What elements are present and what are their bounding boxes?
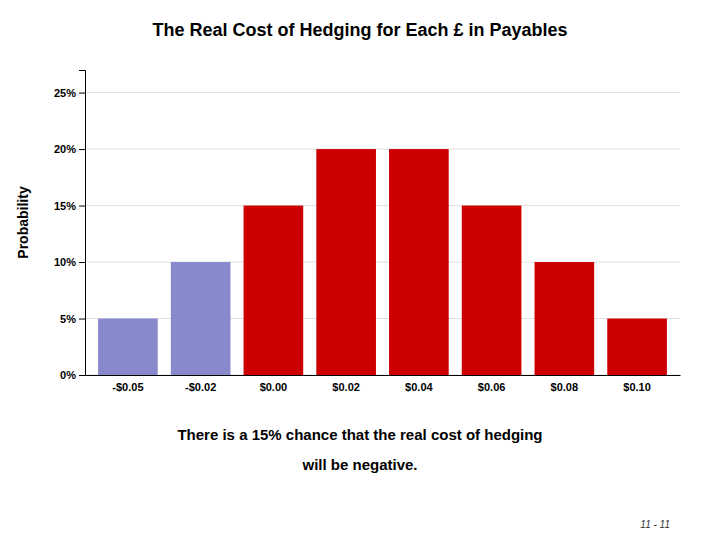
bar <box>535 262 595 375</box>
x-axis: -$0.05 -$0.02 $0.00 $0.02 $0.04 $0.06 $0.08 $0.… <box>86 376 681 393</box>
y-axis-line <box>79 71 86 376</box>
x-tick-label: $0.02 <box>332 381 360 393</box>
x-tick-label: $0.08 <box>551 381 579 393</box>
title: The Real Cost of Hedging for Each £ in P… <box>152 20 567 40</box>
y-tick-label: 25% <box>54 87 76 99</box>
x-tick: $0.04 <box>405 381 433 393</box>
y-tick-mark <box>79 206 85 207</box>
grid-line <box>85 149 680 150</box>
plot: 0% 5% 10% 15% 20% 25% -$0.05 -$0.02 $0.00 $0.02 $0… <box>54 71 681 393</box>
y-tick-label: 0% <box>60 369 76 381</box>
x-tick: -$0.02 <box>185 381 216 393</box>
y-tick-label: 10% <box>54 256 76 268</box>
y-tick: 25% <box>54 87 85 99</box>
bar <box>389 149 449 375</box>
x-tick-label: $0.10 <box>623 381 651 393</box>
bar <box>607 319 667 375</box>
x-tick-label: $0.04 <box>405 381 433 393</box>
bar <box>316 149 376 375</box>
x-tick-label: $0.00 <box>260 381 288 393</box>
x-tick: -$0.05 <box>112 381 143 393</box>
footnote: 11 - 11 <box>640 519 670 530</box>
bar <box>244 206 304 375</box>
x-tick: $0.02 <box>332 381 360 393</box>
y-tick-label: 5% <box>60 313 76 325</box>
x-tick-label: -$0.05 <box>112 381 143 393</box>
bars <box>98 149 667 375</box>
x-tick: $0.06 <box>478 381 506 393</box>
grid <box>85 93 680 375</box>
x-axis-line <box>86 375 681 376</box>
y-axis-title: Probability <box>15 186 31 259</box>
y-tick-mark <box>79 149 85 150</box>
x-tick: $0.08 <box>551 381 579 393</box>
y-tick: 10% <box>54 256 85 268</box>
subtitle: will be negative. <box>301 456 417 473</box>
y-tick: 15% <box>54 200 85 212</box>
x-tick-label: -$0.02 <box>185 381 216 393</box>
chart: The Real Cost of Hedging for Each £ in P… <box>0 0 720 540</box>
bar <box>171 262 231 375</box>
x-tick-label: $0.06 <box>478 381 506 393</box>
y-tick-mark <box>79 262 85 263</box>
y-tick: 5% <box>60 313 85 325</box>
bar <box>462 206 522 375</box>
grid-line <box>85 92 680 93</box>
y-tick: 0% <box>60 369 85 381</box>
y-tick-mark <box>79 93 85 94</box>
y-tick-label: 15% <box>54 200 76 212</box>
subtitle: There is a 15% chance that the real cost… <box>177 426 542 443</box>
x-tick: $0.00 <box>260 381 288 393</box>
y-tick-label: 20% <box>54 143 76 155</box>
grid-line <box>85 205 680 206</box>
y-tick: 20% <box>54 143 85 155</box>
x-tick: $0.10 <box>623 381 651 393</box>
y-axis: 0% 5% 10% 15% 20% 25% <box>54 71 86 382</box>
bar <box>98 319 158 375</box>
y-tick-mark <box>79 375 85 376</box>
y-tick-mark <box>79 319 85 320</box>
